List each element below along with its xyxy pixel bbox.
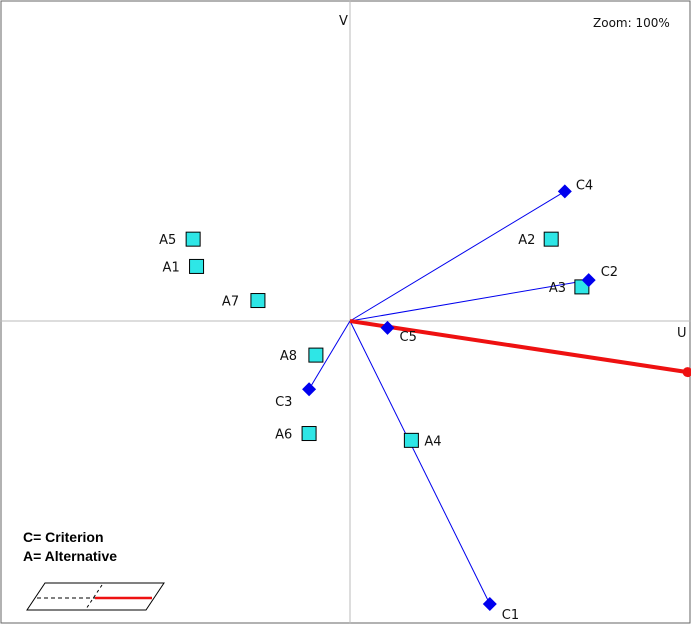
criterion-marker-c1 [482,597,497,612]
criterion-label-c2: C2 [601,265,618,280]
alternative-label-a2: A2 [518,233,535,248]
criterion-line-c2 [349,279,589,322]
zoom-label: Zoom: 100% [593,16,670,30]
alternative-label-a8: A8 [280,349,297,364]
criterion-label-c5: C5 [400,330,417,345]
alternative-marker-a5 [185,231,201,247]
criterion-line-c4 [349,190,566,322]
chart-marks: A1 A2 A3 A4 A5 A6 A7 A8 C1 C2 C3 C4 C5 [159,178,691,623]
alternative-label-a3: A3 [549,281,566,296]
criterion-marker-c4 [557,184,572,199]
criterion-line-c3 [308,320,351,390]
decision-axis-line [349,319,688,375]
criterion-label-c4: C4 [576,178,593,193]
v-axis-label: V [339,14,348,29]
alternative-marker-a2 [543,231,559,247]
alternative-marker-a1 [189,258,205,274]
alternative-marker-a6 [301,426,317,442]
criterion-line-c1 [349,320,491,605]
alternative-label-a4: A4 [424,434,441,449]
legend-alternative: A= Alternative [23,548,117,564]
alternative-marker-a4 [403,432,419,448]
alternative-label-a5: A5 [159,233,176,248]
criterion-marker-c5 [380,320,395,335]
criterion-label-c1: C1 [502,608,519,623]
alternative-label-a1: A1 [163,260,180,275]
criterion-marker-c2 [581,273,596,288]
criterion-label-c3: C3 [275,395,292,410]
u-axis-label: U [677,326,687,341]
criterion-marker-c3 [302,382,317,397]
legend-criterion: C= Criterion [23,529,104,545]
legend-dashed-normal [85,584,103,610]
alternative-marker-a7 [250,293,266,309]
alternative-label-a6: A6 [275,428,292,443]
legend-plane-icon [26,582,165,611]
decision-axis-endpoint [682,367,691,378]
alternative-marker-a8 [308,347,324,363]
legend: C= Criterion A= Alternative [23,529,165,611]
alternative-label-a7: A7 [222,295,239,310]
